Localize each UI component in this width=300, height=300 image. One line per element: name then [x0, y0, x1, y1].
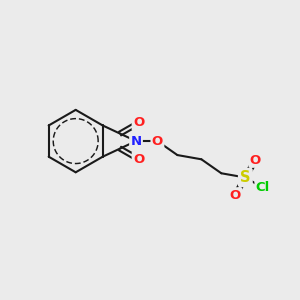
Text: O: O	[133, 116, 144, 129]
Text: N: N	[130, 135, 142, 148]
Text: O: O	[250, 154, 261, 166]
Text: O: O	[133, 153, 144, 166]
Text: Cl: Cl	[256, 181, 270, 194]
Text: S: S	[240, 170, 250, 185]
Text: O: O	[230, 188, 241, 202]
Text: O: O	[152, 135, 163, 148]
